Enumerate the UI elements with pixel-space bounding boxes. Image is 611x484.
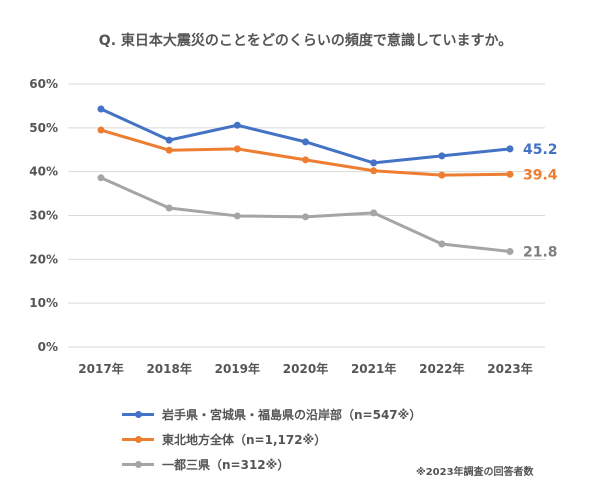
data-point — [165, 146, 173, 154]
y-tick-label: 0% — [38, 340, 58, 354]
data-point — [370, 159, 378, 167]
data-label: 45.2 — [523, 142, 558, 158]
data-point — [233, 121, 241, 129]
data-point — [302, 213, 309, 221]
data-point — [233, 212, 241, 220]
data-point — [302, 138, 309, 146]
y-tick-label: 20% — [29, 252, 58, 266]
data-point — [302, 156, 309, 164]
legend-item-tohoku: 東北地方全体（n=1,172※） — [122, 431, 326, 448]
y-tick-label: 50% — [29, 121, 58, 135]
data-label: 21.8 — [523, 244, 558, 260]
data-point — [438, 152, 446, 160]
x-tick-label: 2019年 — [215, 361, 260, 376]
data-point — [97, 174, 105, 182]
series-line — [100, 107, 511, 165]
data-label: 39.4 — [523, 167, 558, 183]
data-point — [97, 126, 105, 134]
x-tick-label: 2022年 — [419, 361, 464, 376]
y-tick-label: 40% — [29, 165, 58, 179]
legend-swatch — [122, 410, 154, 418]
data-point — [233, 145, 241, 153]
legend-item-capital: 一都三県（n=312※） — [122, 456, 289, 473]
y-tick-label: 30% — [29, 209, 58, 223]
data-point — [506, 247, 514, 255]
data-point — [165, 136, 173, 144]
data-point — [370, 167, 378, 175]
data-point — [506, 170, 514, 178]
y-tick-label: 60% — [29, 77, 58, 91]
data-point — [370, 209, 378, 217]
legend-label: 岩手県・宮城県・福島県の沿岸部（n=547※） — [162, 408, 422, 422]
x-tick-label: 2020年 — [283, 361, 328, 376]
data-point — [97, 105, 105, 113]
data-point — [438, 171, 446, 179]
legend-swatch — [122, 435, 154, 443]
data-point — [165, 204, 173, 212]
x-tick-label: 2023年 — [487, 361, 532, 376]
legend-item-coastal: 岩手県・宮城県・福島県の沿岸部（n=547※） — [122, 406, 421, 423]
x-tick-label: 2018年 — [146, 361, 191, 376]
data-point — [438, 240, 446, 248]
data-point — [506, 145, 514, 153]
legend-label: 東北地方全体（n=1,172※） — [162, 433, 327, 447]
y-tick-label: 10% — [29, 296, 58, 310]
legend-label: 一都三県（n=312※） — [162, 458, 290, 472]
footnote: ※2023年調査の回答者数 — [416, 467, 534, 478]
x-tick-label: 2017年 — [78, 361, 123, 376]
x-tick-label: 2021年 — [351, 361, 396, 376]
legend-swatch — [122, 460, 154, 468]
chart-title: Q. 東日本大震災のことをどのくらいの頻度で意識していますか。 — [98, 33, 513, 49]
